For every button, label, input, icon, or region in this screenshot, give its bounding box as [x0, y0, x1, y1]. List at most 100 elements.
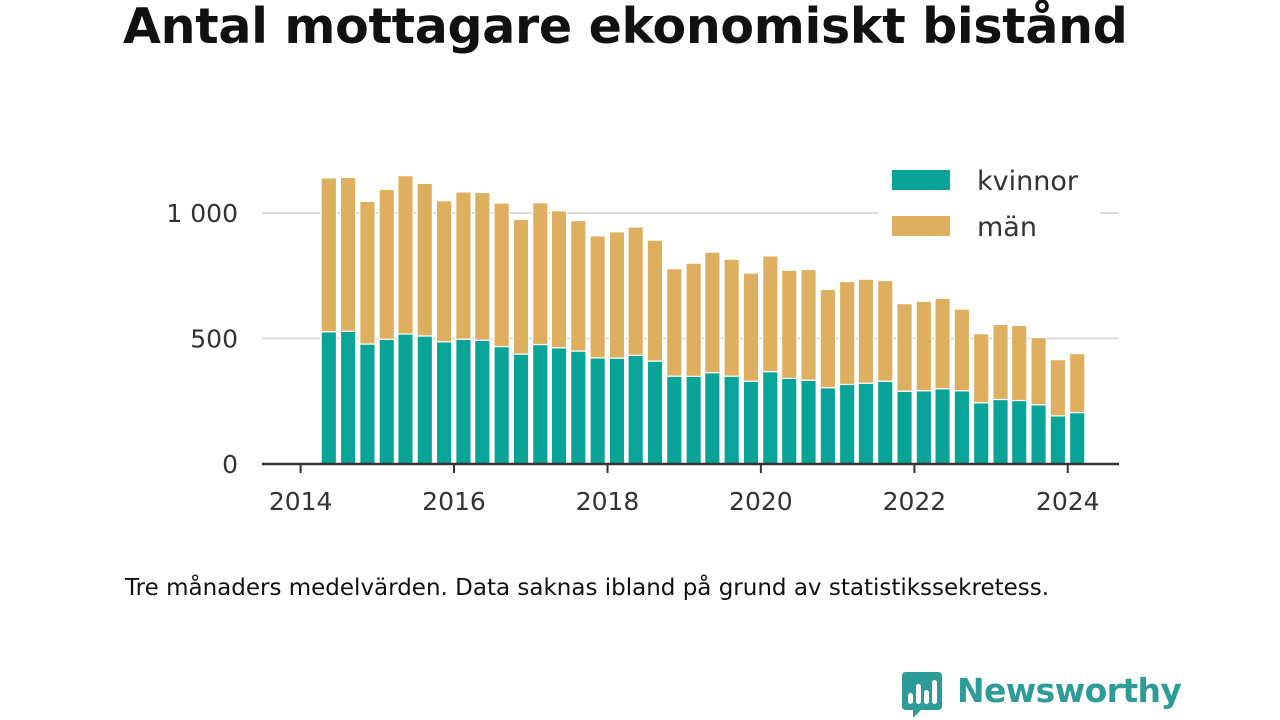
bar-män — [857, 278, 875, 384]
bar-kvinnor — [1010, 399, 1028, 465]
footnote: Tre månaders medelvärden. Data saknas ib… — [125, 575, 1050, 601]
bar-kvinnor — [915, 390, 933, 465]
bar-män — [762, 255, 779, 373]
bar-kvinnor — [992, 398, 1009, 465]
bar-män — [589, 235, 606, 359]
axes: 0 500 1 000 2014 2016 2018 2020 2022 2024 — [166, 199, 1119, 516]
bar-män — [455, 191, 472, 340]
x-tick-label: 2022 — [883, 487, 947, 516]
bar-kvinnor — [320, 331, 338, 465]
bar-män — [685, 262, 702, 378]
bar-kvinnor — [838, 383, 856, 465]
legend-label-män: män — [977, 212, 1037, 243]
bar-män — [570, 219, 587, 352]
bar-kvinnor — [532, 343, 549, 465]
bar-män — [992, 323, 1009, 401]
bar-kvinnor — [627, 354, 644, 465]
bar-kvinnor — [953, 390, 971, 465]
page-title: Antal mottagare ekonomiskt bistånd — [123, 0, 1128, 55]
bar-kvinnor — [819, 387, 837, 465]
bar-män — [972, 333, 990, 404]
bar-män — [704, 251, 721, 374]
bar-kvinnor — [416, 335, 434, 465]
bar-kvinnor — [378, 338, 396, 465]
bar-kvinnor — [474, 339, 491, 465]
bar-kvinnor — [704, 372, 721, 465]
newsworthy-logo-icon — [902, 672, 942, 718]
bar-kvinnor — [723, 375, 740, 465]
bar-män — [339, 176, 357, 332]
bar-män — [397, 175, 414, 335]
legend-swatch-kvinnor — [892, 170, 950, 190]
bar-kvinnor — [589, 357, 606, 465]
bar-män — [320, 177, 338, 333]
x-tick-label: 2020 — [729, 487, 793, 516]
bar-kvinnor — [1030, 404, 1047, 465]
bar-män — [435, 200, 453, 343]
bar-kvinnor — [550, 347, 568, 465]
bar-män — [838, 280, 856, 386]
bar-män — [608, 231, 626, 359]
bar-kvinnor — [397, 333, 414, 465]
x-tick-label: 2014 — [269, 487, 333, 516]
legend-swatch-män — [892, 216, 950, 236]
x-tick-label: 2016 — [422, 487, 486, 516]
bar-kvinnor — [435, 341, 453, 465]
bar-män — [416, 182, 434, 337]
bar-män — [819, 288, 837, 389]
bar-män — [646, 239, 664, 362]
bar-kvinnor — [455, 338, 472, 465]
bar-kvinnor — [493, 345, 510, 465]
bar-män — [723, 258, 740, 377]
bars — [320, 175, 1086, 465]
bar-män — [474, 191, 491, 341]
bar-män — [800, 268, 817, 381]
brand-name: Newsworthy — [957, 671, 1182, 710]
bar-kvinnor — [339, 330, 357, 465]
bar-kvinnor — [646, 360, 664, 465]
x-tick-label: 2018 — [576, 487, 640, 516]
bar-kvinnor — [359, 343, 376, 465]
bar-män — [1049, 358, 1067, 417]
y-tick-label: 500 — [190, 325, 238, 354]
bar-kvinnor — [512, 353, 530, 465]
bar-män — [627, 226, 644, 356]
bar-män — [896, 303, 913, 392]
bar-kvinnor — [685, 375, 702, 465]
bar-män — [1068, 352, 1086, 414]
y-tick-label: 0 — [222, 450, 238, 479]
bar-män — [915, 300, 933, 392]
bar-män — [742, 272, 760, 382]
bar-kvinnor — [780, 377, 798, 465]
bar-kvinnor — [876, 380, 894, 465]
bar-kvinnor — [972, 402, 990, 465]
bar-kvinnor — [800, 379, 817, 465]
bar-kvinnor — [742, 380, 760, 465]
bar-kvinnor — [934, 388, 951, 465]
bar-män — [953, 308, 971, 392]
bar-kvinnor — [762, 371, 779, 465]
bar-män — [666, 268, 683, 377]
bar-män — [876, 279, 894, 382]
bar-män — [493, 202, 510, 348]
y-tick-label: 1 000 — [166, 199, 238, 228]
bar-män — [1030, 336, 1047, 406]
bar-kvinnor — [857, 382, 875, 465]
bar-män — [550, 210, 568, 349]
bar-män — [378, 188, 396, 340]
x-tick-label: 2024 — [1036, 487, 1100, 516]
bar-kvinnor — [666, 375, 683, 465]
bar-män — [359, 200, 376, 345]
bar-kvinnor — [1049, 415, 1067, 465]
legend: kvinnor män — [878, 158, 1100, 250]
legend-label-kvinnor: kvinnor — [977, 166, 1079, 197]
bar-män — [1010, 324, 1028, 402]
bar-kvinnor — [608, 357, 626, 465]
bar-män — [532, 202, 549, 346]
bar-kvinnor — [1068, 411, 1086, 465]
bar-kvinnor — [570, 350, 587, 465]
bar-män — [780, 269, 798, 380]
bar-män — [512, 218, 530, 355]
bar-män — [934, 297, 951, 390]
